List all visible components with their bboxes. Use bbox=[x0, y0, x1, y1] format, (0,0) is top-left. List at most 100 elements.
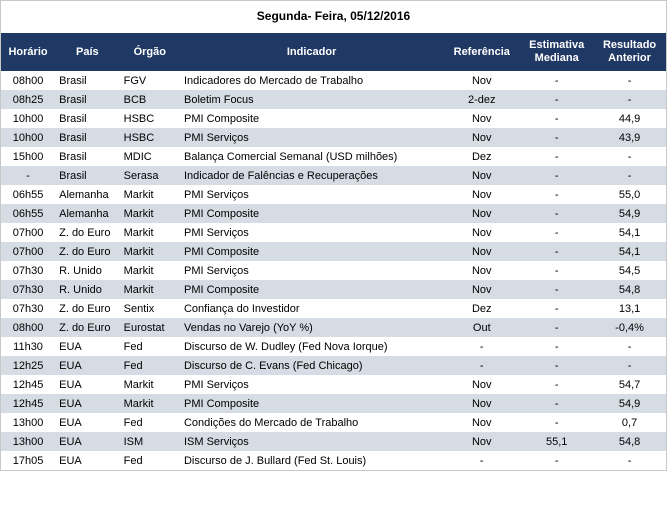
cell-orgao: Fed bbox=[120, 413, 180, 432]
col-header-orgao: Órgão bbox=[120, 33, 180, 71]
col-header-est: Estimativa Mediana bbox=[520, 33, 593, 71]
cell-indicador: PMI Composite bbox=[180, 394, 443, 413]
cell-pais: EUA bbox=[55, 375, 120, 394]
cell-est: - bbox=[520, 394, 593, 413]
cell-ref: 2-dez bbox=[443, 90, 520, 109]
cell-pais: Alemanha bbox=[55, 204, 120, 223]
page-title: Segunda- Feira, 05/12/2016 bbox=[1, 1, 666, 33]
cell-horario: 08h25 bbox=[1, 90, 55, 109]
table-row: 08h00Z. do EuroEurostatVendas no Varejo … bbox=[1, 318, 666, 337]
cell-pais: Alemanha bbox=[55, 185, 120, 204]
cell-res: 54,9 bbox=[593, 204, 666, 223]
cell-horario: - bbox=[1, 166, 55, 185]
cell-res: - bbox=[593, 71, 666, 90]
cell-ref: Nov bbox=[443, 71, 520, 90]
cell-horario: 07h00 bbox=[1, 242, 55, 261]
cell-horario: 10h00 bbox=[1, 128, 55, 147]
cell-horario: 06h55 bbox=[1, 185, 55, 204]
cell-indicador: PMI Serviços bbox=[180, 375, 443, 394]
calendar-table: Horário País Órgão Indicador Referência … bbox=[1, 33, 666, 470]
cell-ref: Nov bbox=[443, 394, 520, 413]
col-header-horario: Horário bbox=[1, 33, 55, 71]
cell-res: - bbox=[593, 147, 666, 166]
table-row: 15h00BrasilMDICBalança Comercial Semanal… bbox=[1, 147, 666, 166]
cell-horario: 10h00 bbox=[1, 109, 55, 128]
table-row: 12h45EUAMarkitPMI ServiçosNov-54,7 bbox=[1, 375, 666, 394]
cell-est: - bbox=[520, 147, 593, 166]
cell-ref: Out bbox=[443, 318, 520, 337]
cell-horario: 13h00 bbox=[1, 413, 55, 432]
cell-indicador: Condições do Mercado de Trabalho bbox=[180, 413, 443, 432]
cell-indicador: Vendas no Varejo (YoY %) bbox=[180, 318, 443, 337]
cell-horario: 07h30 bbox=[1, 299, 55, 318]
cell-res: 13,1 bbox=[593, 299, 666, 318]
cell-pais: Brasil bbox=[55, 166, 120, 185]
cell-pais: EUA bbox=[55, 451, 120, 470]
col-header-ref: Referência bbox=[443, 33, 520, 71]
cell-orgao: Serasa bbox=[120, 166, 180, 185]
cell-pais: Z. do Euro bbox=[55, 299, 120, 318]
cell-ref: Nov bbox=[443, 166, 520, 185]
cell-pais: EUA bbox=[55, 337, 120, 356]
cell-pais: Z. do Euro bbox=[55, 223, 120, 242]
table-row: 07h30R. UnidoMarkitPMI CompositeNov-54,8 bbox=[1, 280, 666, 299]
cell-indicador: Discurso de C. Evans (Fed Chicago) bbox=[180, 356, 443, 375]
cell-est: - bbox=[520, 242, 593, 261]
cell-est: - bbox=[520, 128, 593, 147]
cell-ref: Nov bbox=[443, 413, 520, 432]
cell-indicador: ISM Serviços bbox=[180, 432, 443, 451]
cell-indicador: PMI Composite bbox=[180, 109, 443, 128]
cell-est: - bbox=[520, 337, 593, 356]
cell-orgao: Markit bbox=[120, 242, 180, 261]
cell-indicador: Boletim Focus bbox=[180, 90, 443, 109]
cell-res: - bbox=[593, 451, 666, 470]
cell-res: 44,9 bbox=[593, 109, 666, 128]
cell-indicador: PMI Serviços bbox=[180, 185, 443, 204]
cell-horario: 07h00 bbox=[1, 223, 55, 242]
table-body: 08h00BrasilFGVIndicadores do Mercado de … bbox=[1, 71, 666, 470]
cell-res: 54,5 bbox=[593, 261, 666, 280]
cell-orgao: FGV bbox=[120, 71, 180, 90]
cell-ref: Dez bbox=[443, 299, 520, 318]
table-row: 08h25BrasilBCBBoletim Focus2-dez-- bbox=[1, 90, 666, 109]
cell-orgao: Eurostat bbox=[120, 318, 180, 337]
table-row: 08h00BrasilFGVIndicadores do Mercado de … bbox=[1, 71, 666, 90]
cell-pais: R. Unido bbox=[55, 280, 120, 299]
cell-est: - bbox=[520, 185, 593, 204]
cell-est: - bbox=[520, 280, 593, 299]
cell-ref: Dez bbox=[443, 147, 520, 166]
cell-orgao: MDIC bbox=[120, 147, 180, 166]
cell-ref: - bbox=[443, 337, 520, 356]
cell-est: - bbox=[520, 166, 593, 185]
cell-res: -0,4% bbox=[593, 318, 666, 337]
cell-ref: Nov bbox=[443, 375, 520, 394]
cell-ref: Nov bbox=[443, 242, 520, 261]
cell-res: 54,1 bbox=[593, 242, 666, 261]
cell-pais: R. Unido bbox=[55, 261, 120, 280]
cell-est: - bbox=[520, 318, 593, 337]
cell-orgao: HSBC bbox=[120, 109, 180, 128]
cell-pais: EUA bbox=[55, 413, 120, 432]
cell-horario: 13h00 bbox=[1, 432, 55, 451]
col-header-pais: País bbox=[55, 33, 120, 71]
table-row: 07h30R. UnidoMarkitPMI ServiçosNov-54,5 bbox=[1, 261, 666, 280]
cell-est: - bbox=[520, 413, 593, 432]
table-row: 07h30Z. do EuroSentixConfiança do Invest… bbox=[1, 299, 666, 318]
cell-indicador: Discurso de J. Bullard (Fed St. Louis) bbox=[180, 451, 443, 470]
cell-ref: Nov bbox=[443, 185, 520, 204]
cell-orgao: Markit bbox=[120, 223, 180, 242]
cell-ref: Nov bbox=[443, 223, 520, 242]
cell-ref: Nov bbox=[443, 432, 520, 451]
cell-pais: EUA bbox=[55, 394, 120, 413]
cell-horario: 06h55 bbox=[1, 204, 55, 223]
cell-indicador: Indicador de Falências e Recuperações bbox=[180, 166, 443, 185]
cell-indicador: PMI Serviços bbox=[180, 128, 443, 147]
cell-indicador: PMI Composite bbox=[180, 242, 443, 261]
col-header-indicador: Indicador bbox=[180, 33, 443, 71]
cell-est: - bbox=[520, 223, 593, 242]
table-row: 10h00BrasilHSBCPMI ServiçosNov-43,9 bbox=[1, 128, 666, 147]
cell-indicador: Discurso de W. Dudley (Fed Nova Iorque) bbox=[180, 337, 443, 356]
table-row: -BrasilSerasaIndicador de Falências e Re… bbox=[1, 166, 666, 185]
cell-pais: EUA bbox=[55, 432, 120, 451]
table-row: 07h00Z. do EuroMarkitPMI CompositeNov-54… bbox=[1, 242, 666, 261]
